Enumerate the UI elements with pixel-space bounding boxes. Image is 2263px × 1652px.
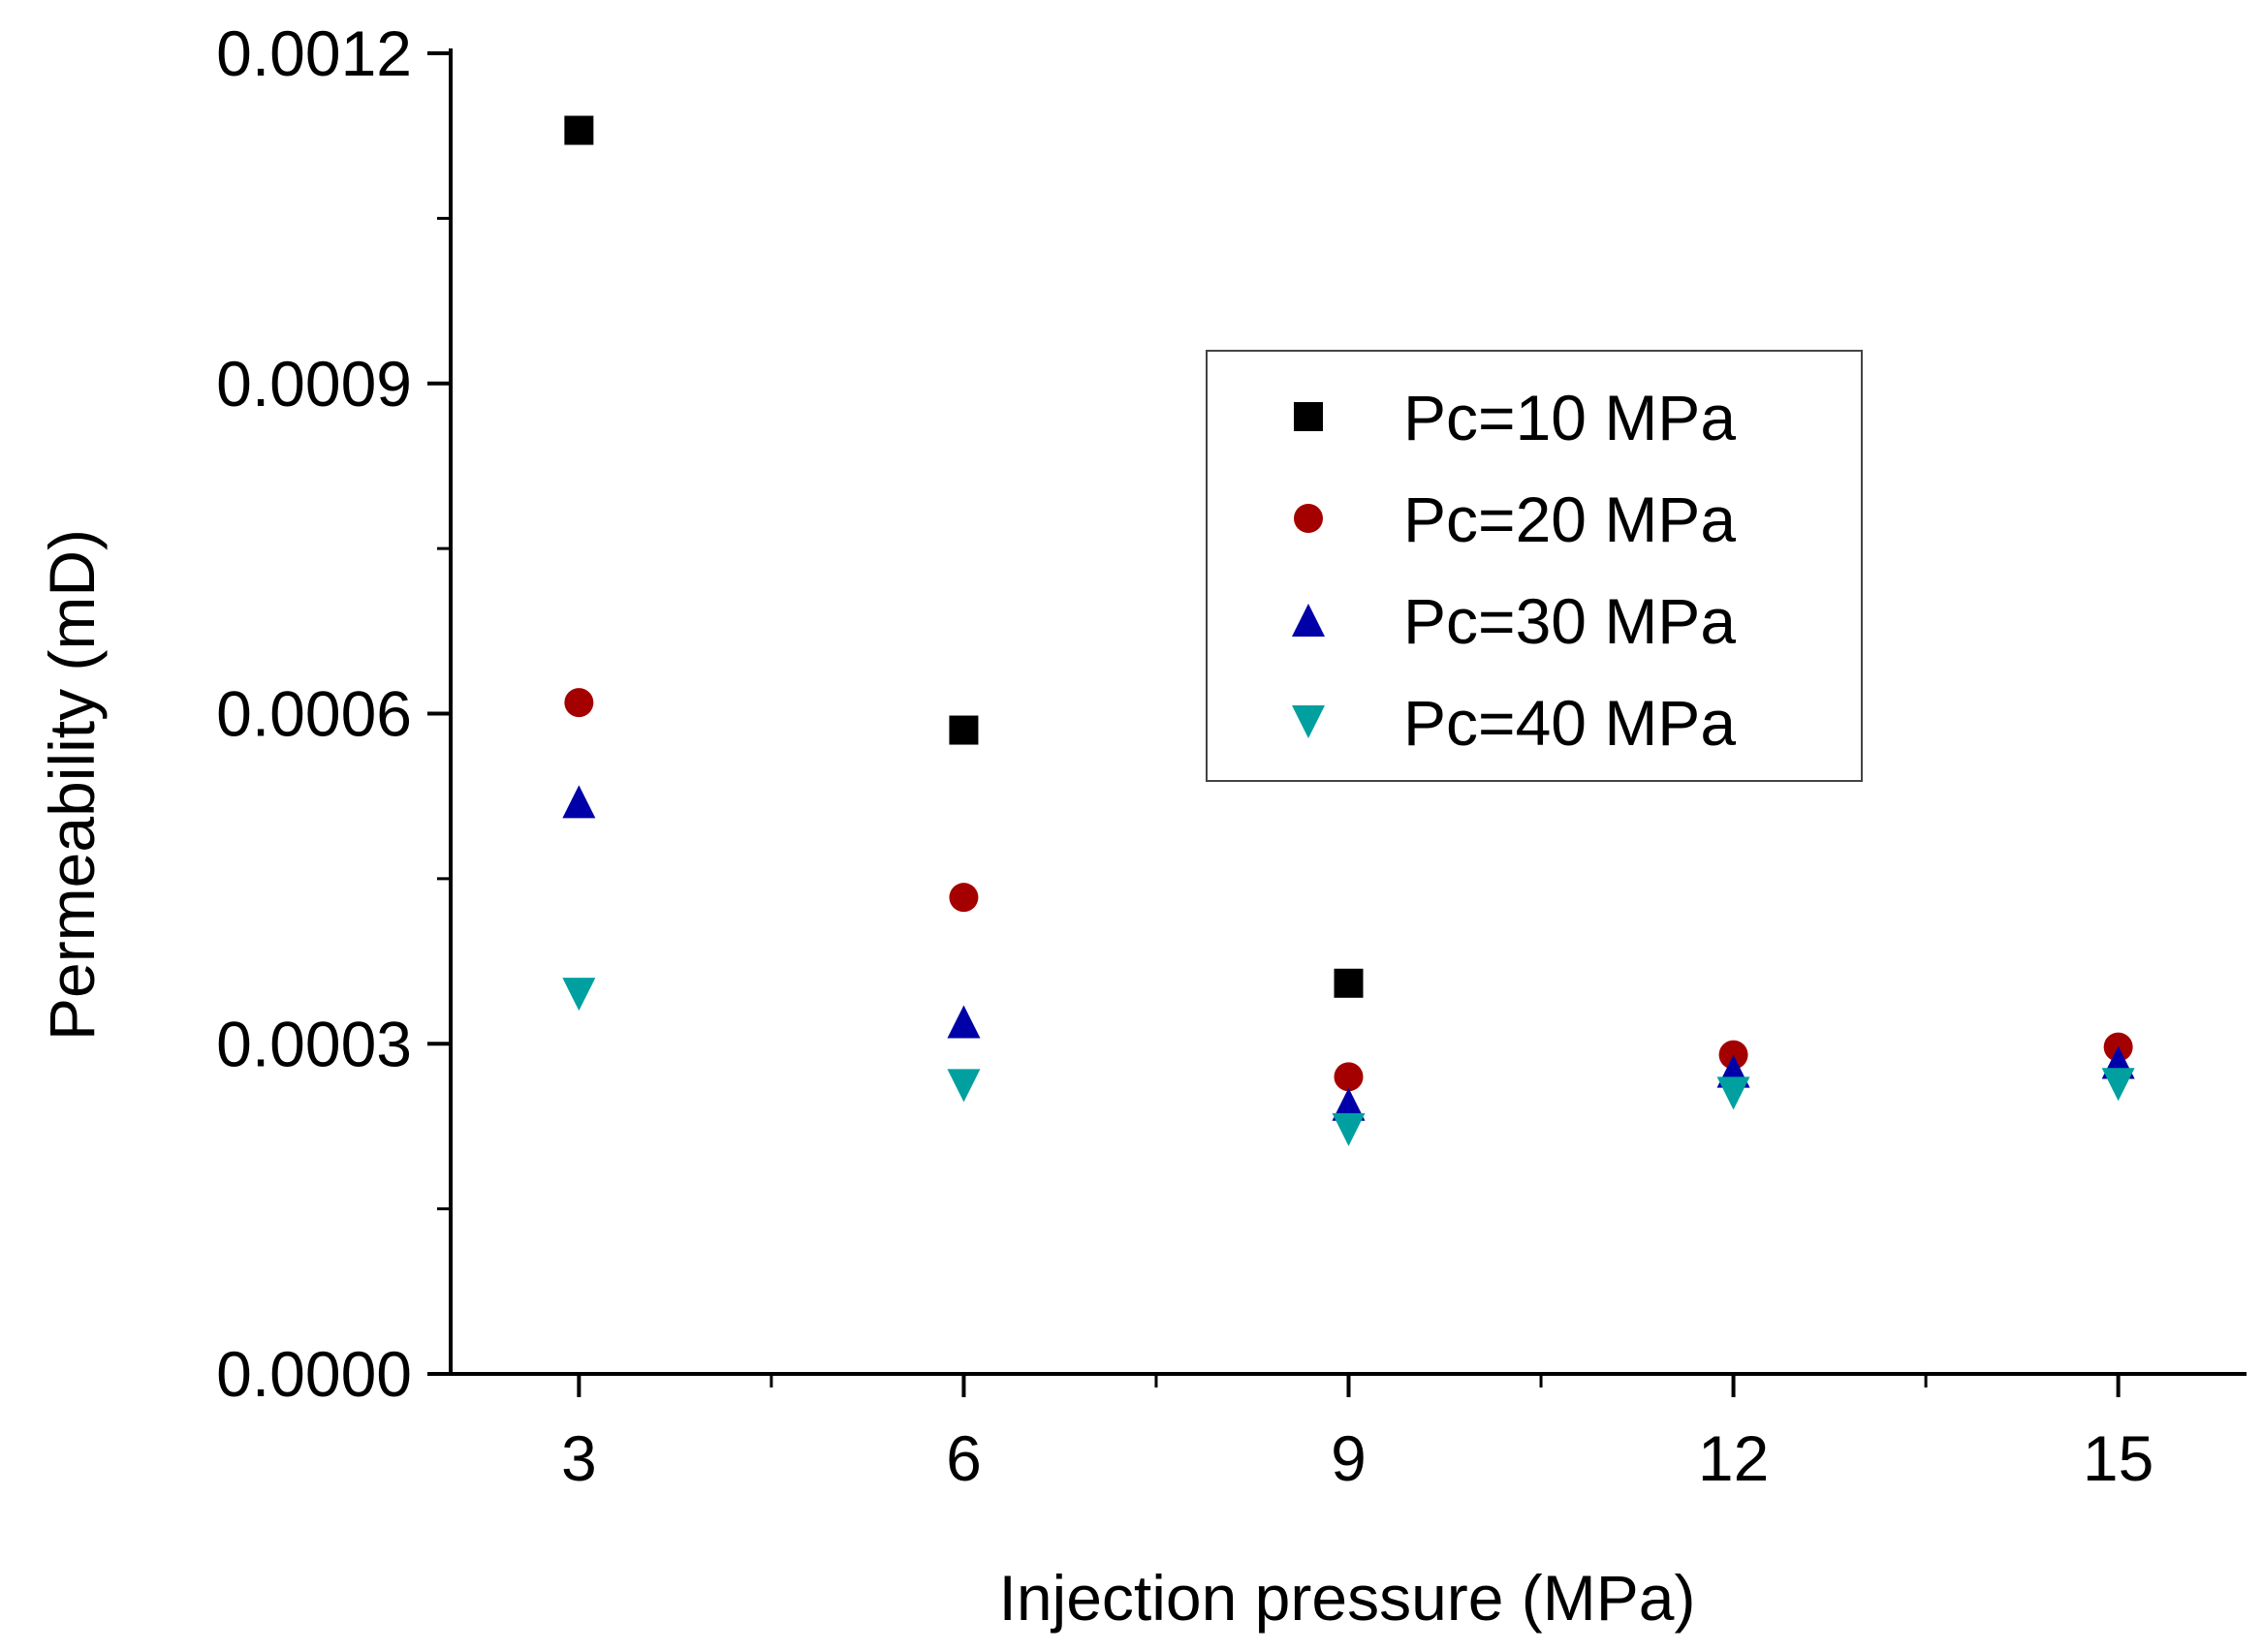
- x-tick-label: 6: [946, 1422, 982, 1494]
- data-point: [949, 883, 979, 913]
- data-point: [949, 715, 979, 745]
- legend: Pc=10 MPa Pc=20 MPa Pc=30 MPa Pc=40 MPa: [1206, 350, 1863, 782]
- legend-marker: [1292, 604, 1325, 637]
- series-2: [564, 688, 2133, 1092]
- data-point: [1332, 1087, 1366, 1121]
- data-point: [562, 978, 596, 1012]
- y-axis-title: Permeability (mD): [36, 529, 108, 1041]
- x-tick-label: 3: [561, 1422, 597, 1494]
- series-4: [562, 978, 2135, 1146]
- y-tick-label: 0.0012: [216, 17, 412, 89]
- data-point: [564, 115, 594, 145]
- y-tick-label: 0.0009: [216, 348, 412, 420]
- series-1: [564, 115, 1364, 998]
- legend-label: Pc=40 MPa: [1403, 687, 1736, 759]
- data-point: [1334, 1062, 1364, 1092]
- x-axis-title: Injection pressure (MPa): [999, 1562, 1696, 1634]
- data-point: [947, 1005, 981, 1039]
- data-point: [562, 785, 596, 819]
- x-tick-label: 12: [1698, 1422, 1769, 1494]
- axis-ticks: [427, 51, 2121, 1397]
- legend-item: Pc=10 MPa: [1294, 382, 1736, 453]
- axis-tick-labels: 3 6 9 12 15 0.0000 0.0003 0.0006 0.0009 0.0012: [216, 17, 2153, 1494]
- data-point: [1718, 1040, 1748, 1070]
- data-point: [1334, 968, 1364, 998]
- legend-label: Pc=20 MPa: [1403, 483, 1736, 555]
- legend-item: Pc=40 MPa: [1292, 687, 1736, 759]
- legend-marker: [1294, 504, 1323, 533]
- data-point: [1716, 1076, 1750, 1110]
- legend-item: Pc=20 MPa: [1294, 483, 1736, 555]
- legend-marker: [1294, 402, 1323, 431]
- data-point: [2101, 1068, 2135, 1102]
- x-tick-label: 9: [1331, 1422, 1367, 1494]
- legend-label: Pc=30 MPa: [1403, 585, 1736, 657]
- data-point: [564, 688, 594, 718]
- y-tick-label: 0.0003: [216, 1008, 412, 1079]
- data-point: [947, 1069, 981, 1103]
- x-tick-label: 15: [2083, 1422, 2153, 1494]
- y-tick-label: 0.0006: [216, 678, 412, 750]
- data-point: [1332, 1112, 1366, 1146]
- y-tick-label: 0.0000: [216, 1338, 412, 1410]
- legend-label: Pc=10 MPa: [1403, 382, 1736, 453]
- legend-item: Pc=30 MPa: [1292, 585, 1736, 657]
- legend-marker: [1292, 705, 1325, 738]
- data-markers: [562, 115, 2135, 1146]
